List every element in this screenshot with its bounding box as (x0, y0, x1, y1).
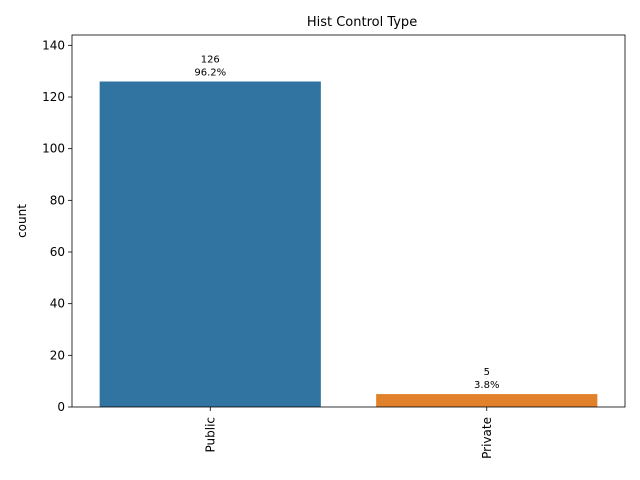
y-tick-label: 20 (50, 348, 65, 362)
x-axis-ticks: Public Private (203, 407, 494, 459)
bar-count-label: 126 (201, 55, 220, 66)
bars (99, 81, 598, 407)
y-axis-label: count (15, 204, 29, 238)
bar-percent-label: 3.8% (474, 380, 499, 391)
bar-labels: 126 96.2% 5 3.8% (194, 55, 499, 392)
plot-frame (71, 34, 626, 408)
bar-count-label: 5 (484, 367, 490, 378)
bar-private (376, 394, 598, 407)
y-tick-label: 120 (42, 90, 65, 104)
y-tick-label: 140 (42, 38, 65, 52)
y-tick-label: 60 (50, 245, 65, 259)
y-axis-ticks: 0 20 40 60 80 100 120 140 (42, 38, 72, 414)
bar-percent-label: 96.2% (194, 68, 226, 79)
x-tick-label: Private (480, 417, 494, 459)
x-tick-label: Public (203, 417, 217, 453)
y-tick-label: 80 (50, 193, 65, 207)
chart-title: Hist Control Type (307, 15, 417, 30)
y-tick-label: 100 (42, 142, 65, 156)
y-tick-label: 0 (57, 400, 65, 414)
bar-public (99, 81, 321, 407)
y-tick-label: 40 (50, 297, 65, 311)
